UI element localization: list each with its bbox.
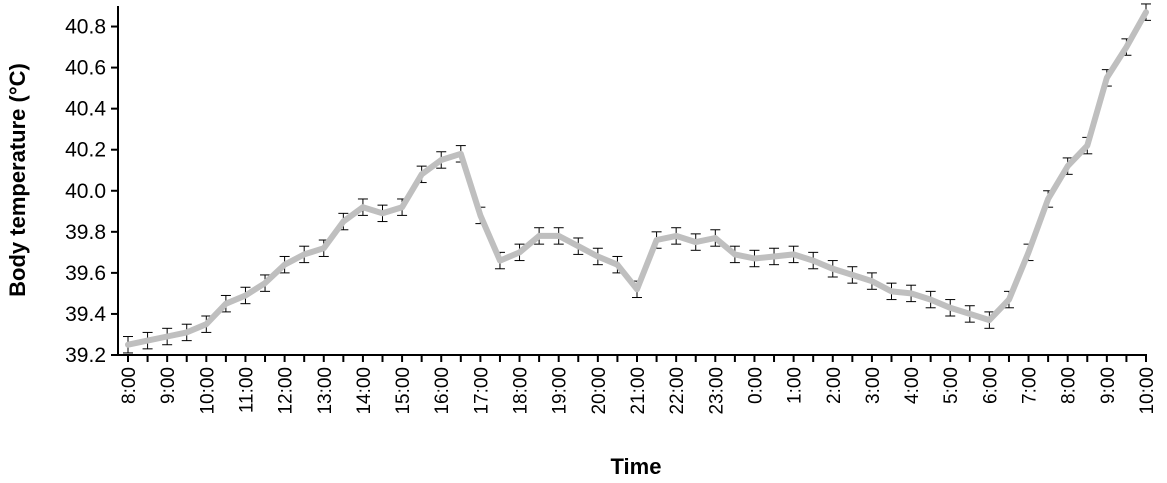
- y-axis-title: Body temperature (°C): [5, 63, 30, 297]
- x-tick-label: 7:00: [1020, 367, 1041, 404]
- x-tick-label: 3:00: [863, 367, 884, 404]
- x-tick-label: 5:00: [941, 367, 962, 404]
- y-tick-label: 39.4: [65, 303, 106, 326]
- x-tick-label: 12:00: [276, 367, 297, 415]
- x-axis-title: Time: [611, 454, 662, 479]
- x-tick-label: 10:00: [197, 367, 218, 415]
- x-tick-label: 16:00: [432, 367, 453, 415]
- x-tick-label: 6:00: [980, 367, 1001, 404]
- y-tick-label: 39.8: [65, 221, 106, 244]
- x-tick-label: 22:00: [667, 367, 688, 415]
- x-tick-label: 15:00: [393, 367, 414, 415]
- x-tick-label: 2:00: [824, 367, 845, 404]
- temperature-series-line: [125, 9, 1149, 348]
- x-tick-label: 20:00: [589, 367, 610, 415]
- error-bars: [123, 3, 1151, 354]
- y-axis-ticks: 39.2 39.4 39.6 39.8 40.0 40.2 40.4 40.6 40.8: [65, 16, 118, 367]
- x-tick-label: 10:00: [1137, 367, 1158, 415]
- x-tick-label: 9:00: [158, 367, 179, 404]
- x-tick-label: 17:00: [471, 367, 492, 415]
- y-tick-label: 40.0: [65, 180, 106, 203]
- x-tick-label: 13:00: [315, 367, 336, 415]
- y-tick-label: 39.2: [65, 344, 106, 367]
- y-tick-label: 40.6: [65, 57, 106, 80]
- x-tick-label: 0:00: [745, 367, 766, 404]
- y-tick-label: 40.4: [65, 98, 106, 121]
- x-tick-label: 11:00: [236, 367, 257, 413]
- y-tick-label: 40.2: [65, 139, 106, 162]
- x-tick-label: 1:00: [785, 367, 806, 404]
- x-axis-ticks: 8:00 9:00 10:00 11:00 12:00 13:00 14:00 15:00 16…: [119, 355, 1158, 415]
- x-tick-label: 21:00: [628, 367, 649, 415]
- x-tick-label: 4:00: [902, 367, 923, 404]
- x-tick-label: 23:00: [706, 367, 727, 415]
- y-tick-label: 39.6: [65, 262, 106, 285]
- x-tick-label: 18:00: [511, 367, 532, 415]
- x-tick-label: 8:00: [119, 367, 140, 404]
- x-tick-label: 19:00: [550, 367, 571, 415]
- x-tick-label: 9:00: [1098, 367, 1119, 404]
- x-tick-label: 8:00: [1059, 367, 1080, 404]
- x-tick-label: 14:00: [354, 367, 375, 415]
- y-tick-label: 40.8: [65, 16, 106, 39]
